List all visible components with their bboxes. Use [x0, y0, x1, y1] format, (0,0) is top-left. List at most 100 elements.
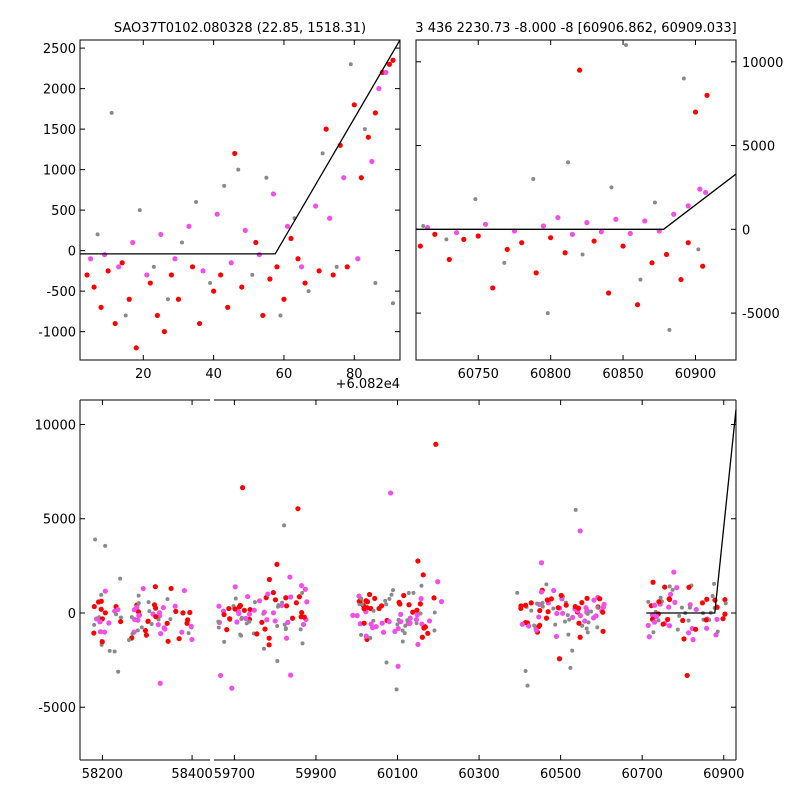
magenta-point: [130, 239, 136, 246]
red-point: [153, 605, 159, 611]
red-point: [293, 600, 299, 606]
red-point: [519, 240, 525, 246]
magenta-point: [702, 189, 709, 196]
gray-point: [136, 593, 141, 598]
gray-point: [92, 622, 97, 627]
magenta-point: [217, 672, 224, 679]
red-point: [91, 284, 97, 290]
magenta-point: [144, 272, 150, 278]
gray-point: [670, 587, 675, 592]
y-tick-label: -5000: [742, 307, 780, 322]
gray-point: [529, 608, 534, 613]
x-tick-label: 80: [346, 367, 363, 382]
red-point: [295, 506, 301, 512]
magenta-point: [172, 256, 178, 262]
gray-point: [394, 687, 399, 692]
red-point: [475, 233, 481, 239]
red-point: [247, 606, 253, 613]
gray-point: [147, 609, 152, 614]
red-point: [490, 285, 496, 291]
gray-point: [383, 598, 388, 603]
gray-point: [118, 615, 123, 620]
gray-point: [95, 232, 100, 237]
red-point: [175, 296, 182, 302]
gray-point: [681, 76, 686, 81]
red-point: [226, 605, 232, 612]
red-point: [562, 250, 568, 256]
magenta-point: [256, 252, 262, 258]
gray-point: [275, 623, 280, 628]
gray-point: [652, 200, 657, 205]
gray-point: [114, 612, 119, 617]
red-point: [143, 632, 150, 638]
red-point: [91, 630, 97, 636]
magenta-point: [216, 603, 222, 609]
magenta-point: [553, 633, 560, 640]
red-point: [218, 272, 224, 278]
red-point: [563, 602, 569, 608]
magenta-point: [272, 618, 278, 624]
red-point: [133, 345, 139, 351]
magenta-point: [157, 680, 163, 686]
gray-point: [130, 631, 135, 636]
red-point: [700, 263, 706, 269]
y-tick-label: 0: [68, 607, 76, 622]
magenta-point: [302, 586, 308, 592]
gray-point: [137, 208, 142, 213]
magenta-point: [651, 619, 658, 625]
gray-point: [112, 649, 117, 654]
magenta-point: [179, 629, 185, 635]
gray-point: [109, 110, 114, 115]
gray-point: [609, 185, 614, 190]
red-point: [591, 238, 597, 244]
red-point: [165, 638, 171, 644]
magenta-point: [379, 620, 385, 626]
gray-point: [502, 260, 507, 265]
red-point: [433, 441, 439, 447]
red-point: [605, 290, 612, 296]
gray-point: [208, 281, 213, 286]
magenta-point: [350, 612, 356, 618]
magenta-point: [590, 615, 597, 621]
gray-point: [563, 619, 568, 624]
gray-point: [300, 641, 305, 646]
magenta-point: [426, 618, 433, 624]
gray-point: [566, 160, 571, 165]
magenta-point: [341, 175, 347, 181]
gray-point: [623, 43, 628, 48]
panel-a: 20 40 60 80 -1000 -500 0 500 1000 1500 2000 2500: [38, 39, 401, 382]
magenta-point: [229, 685, 235, 691]
red-point: [196, 320, 203, 327]
red-point: [537, 607, 543, 614]
gray-point: [384, 660, 389, 665]
gray-point: [239, 616, 244, 621]
gray-point: [573, 507, 578, 512]
magenta-point: [106, 620, 112, 626]
gray-point: [646, 599, 651, 604]
magenta-point: [570, 614, 576, 621]
magenta-point: [697, 186, 703, 192]
y-tick-label: -1000: [38, 326, 76, 341]
gray-point: [553, 622, 558, 627]
gray-point: [411, 590, 416, 595]
magenta-point: [538, 560, 545, 566]
red-point: [600, 628, 606, 634]
magenta-point: [435, 579, 441, 585]
gray-point: [244, 621, 249, 626]
gray-point: [264, 175, 269, 180]
red-point: [693, 626, 699, 632]
magenta-point: [482, 221, 489, 227]
fit-line: [80, 40, 400, 255]
magenta-point: [357, 621, 363, 627]
magenta-point: [287, 574, 293, 580]
gray-point: [123, 313, 128, 318]
gray-point: [233, 596, 238, 601]
y-tick-label: -5000: [38, 701, 76, 716]
gray-point: [535, 601, 540, 606]
red-point: [579, 600, 585, 606]
magenta-point: [246, 611, 253, 617]
red-point: [283, 603, 290, 609]
red-point: [274, 561, 280, 567]
magenta-point: [87, 256, 94, 262]
magenta-point: [540, 223, 547, 229]
